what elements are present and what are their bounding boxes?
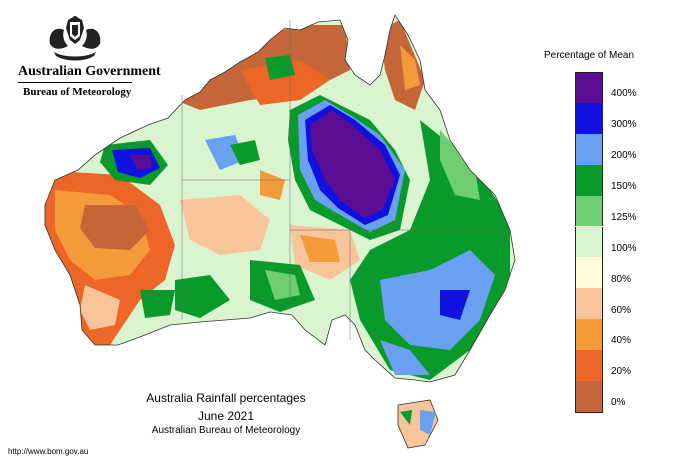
legend-swatch	[575, 226, 603, 258]
legend-swatch	[575, 381, 603, 413]
tasmania-west	[400, 410, 412, 425]
bureau-title: Bureau of Meteorology	[23, 86, 132, 98]
legend-swatch	[575, 72, 603, 104]
header-divider	[18, 82, 132, 83]
legend-label: 200%	[611, 150, 637, 162]
rainfall-zones	[45, 20, 510, 380]
legend-label: 300%	[611, 119, 637, 131]
government-title: Australian Government	[18, 64, 161, 79]
map-period: June 2021	[197, 409, 255, 423]
legend-swatch	[575, 164, 603, 196]
legend-swatch	[575, 288, 603, 320]
website-link[interactable]: http://www.bom.gov.au	[8, 447, 89, 456]
legend-swatch	[575, 350, 603, 381]
legend-label: 0%	[611, 397, 626, 409]
legend-label: 40%	[611, 335, 632, 347]
legend-label: 125%	[611, 211, 637, 223]
legend-label: 20%	[611, 366, 632, 378]
legend-label: 400%	[611, 88, 637, 100]
legend-swatch	[575, 257, 603, 289]
legend-label: 80%	[611, 273, 632, 285]
coat-of-arms-icon	[49, 16, 101, 61]
legend-label: 100%	[611, 242, 637, 254]
tasmania-east	[420, 410, 436, 435]
legend-label: 150%	[611, 180, 637, 192]
legend-swatch	[575, 133, 603, 165]
legend-label: 60%	[611, 304, 632, 316]
legend-swatch	[575, 319, 603, 351]
legend-title: Percentage of Mean	[544, 50, 635, 61]
map-source: Australian Bureau of Meteorology	[151, 425, 301, 436]
legend-swatch	[575, 195, 603, 227]
map-title: Australia Rainfall percentages	[146, 391, 306, 405]
legend-swatch	[575, 102, 603, 134]
